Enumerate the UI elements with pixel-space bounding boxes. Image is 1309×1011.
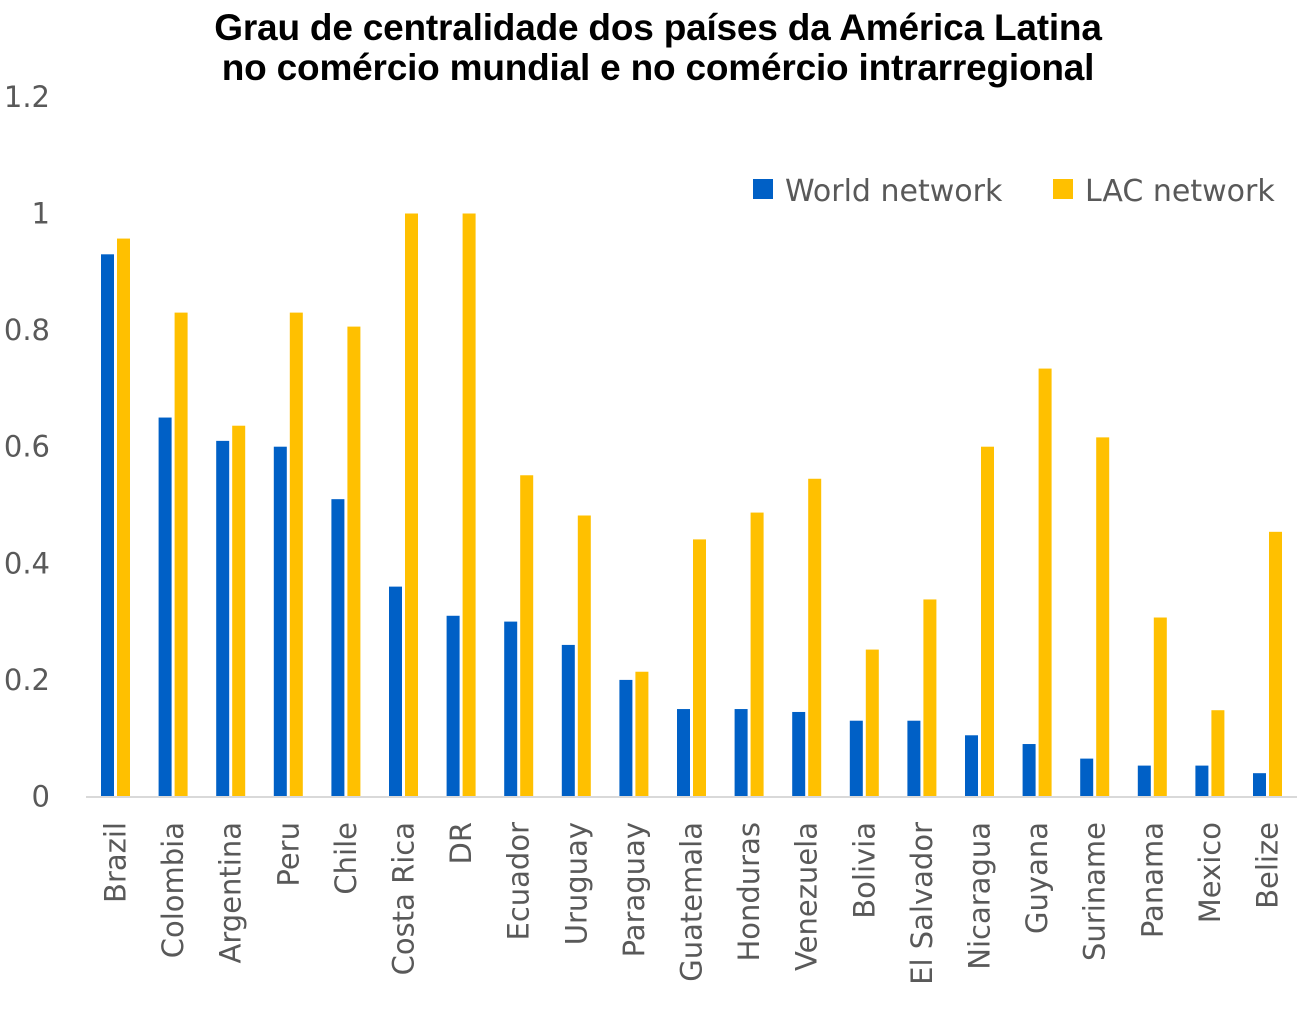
bar-world-paraguay — [619, 679, 633, 797]
bar-lac-costa-rica — [405, 213, 418, 797]
legend-swatch-lac — [1053, 179, 1073, 199]
legend-swatch-world — [753, 179, 773, 199]
x-tick-label: Ecuador — [502, 822, 536, 941]
bar-lac-nicaragua — [981, 446, 994, 797]
x-tick-label: DR — [444, 822, 478, 864]
bar-lac-bolivia — [865, 649, 879, 797]
bar-world-el-salvador — [907, 720, 921, 797]
bar-lac-paraguay — [635, 671, 649, 797]
bar-world-argentina — [216, 440, 230, 797]
x-tick-label: Uruguay — [559, 822, 593, 945]
bar-world-suriname — [1080, 758, 1094, 797]
y-tick-label: 1.2 — [4, 80, 50, 114]
legend-label-world: World network — [785, 174, 1003, 209]
x-tick-label: Mexico — [1193, 822, 1227, 923]
bar-lac-argentina — [232, 425, 246, 797]
bar-world-uruguay — [561, 644, 575, 797]
legend: World network LAC network — [753, 174, 1275, 209]
bar-lac-venezuela — [808, 478, 822, 797]
bar-lac-colombia — [174, 312, 188, 797]
y-tick-label: 0 — [32, 780, 50, 814]
x-tick-label: Colombia — [156, 822, 190, 958]
bar-lac-mexico — [1211, 710, 1225, 797]
bar-lac-brazil — [117, 238, 130, 797]
bar-lac-suriname — [1096, 437, 1110, 797]
bar-world-chile — [331, 499, 345, 797]
x-tick-label: Venezuela — [790, 822, 824, 971]
bar-lac-dr — [462, 213, 476, 797]
x-tick-label: Guatemala — [675, 822, 709, 982]
bar-lac-guyana — [1038, 368, 1052, 797]
bar-lac-peru — [289, 312, 303, 797]
bar-lac-guatemala — [693, 539, 706, 797]
y-tick-label: 0.6 — [4, 430, 50, 464]
legend-label-lac: LAC network — [1085, 174, 1275, 209]
bar-world-ecuador — [504, 621, 518, 797]
bar-world-panama — [1137, 765, 1151, 797]
y-tick-label: 0.8 — [4, 313, 50, 347]
bar-lac-el-salvador — [923, 599, 937, 797]
bar-world-brazil — [101, 254, 114, 797]
bar-world-mexico — [1195, 765, 1209, 797]
bar-world-peru — [273, 446, 287, 797]
bar-world-bolivia — [849, 720, 863, 797]
bar-lac-belize — [1269, 531, 1282, 797]
bar-lac-chile — [347, 326, 361, 797]
y-tick-label: 0.4 — [4, 546, 50, 580]
x-tick-label: Panama — [1135, 822, 1169, 938]
x-tick-label: Peru — [271, 822, 305, 887]
bar-world-guyana — [1022, 744, 1036, 797]
x-tick-label: Chile — [329, 822, 363, 895]
x-tick-label: Guyana — [1020, 822, 1054, 934]
bar-lac-honduras — [750, 512, 764, 797]
x-tick-label: Paraguay — [617, 822, 651, 957]
x-tick-label: Bolivia — [847, 822, 881, 919]
x-tick-label: Honduras — [732, 822, 766, 962]
y-tick-label: 0.2 — [4, 663, 50, 697]
chart-title: Grau de centralidade dos países da Améri… — [0, 8, 1309, 88]
bar-world-belize — [1253, 773, 1266, 797]
x-axis-labels: Brazil Colombia Argentina Peru Chile Costa Ri… — [99, 822, 1285, 985]
bar-world-costa-rica — [389, 586, 402, 797]
bar-lac-uruguay — [577, 515, 591, 797]
bar-world-guatemala — [677, 709, 690, 797]
bar-world-dr — [446, 615, 460, 797]
x-tick-label: Belize — [1251, 822, 1285, 909]
bar-world-nicaragua — [965, 735, 978, 797]
bar-world-venezuela — [792, 711, 806, 797]
x-tick-label: Nicaragua — [963, 822, 997, 970]
chart-title-line-2: no comércio mundial e no comércio intrar… — [221, 47, 1095, 88]
y-axis-ticks: 0 0.2 0.4 0.6 0.8 1 1.2 — [4, 80, 50, 814]
chart-title-line-1: Grau de centralidade dos países da Améri… — [214, 7, 1102, 48]
y-tick-label: 1 — [32, 197, 50, 231]
bar-world-honduras — [734, 709, 748, 797]
bar-lac-ecuador — [520, 475, 534, 797]
bars — [101, 213, 1282, 797]
x-tick-label: El Salvador — [905, 822, 939, 985]
bar-world-colombia — [158, 417, 172, 797]
x-tick-label: Argentina — [214, 822, 248, 963]
x-tick-label: Costa Rica — [387, 822, 421, 975]
x-tick-label: Suriname — [1078, 822, 1112, 961]
x-tick-label: Brazil — [99, 822, 133, 903]
bar-lac-panama — [1153, 617, 1167, 797]
